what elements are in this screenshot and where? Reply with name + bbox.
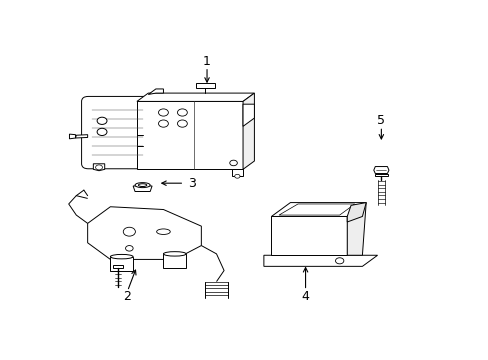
Polygon shape: [93, 164, 104, 171]
Text: 5: 5: [377, 114, 385, 127]
Text: 1: 1: [203, 55, 210, 68]
Polygon shape: [137, 93, 254, 102]
Circle shape: [123, 227, 135, 236]
Text: 3: 3: [187, 177, 195, 190]
Circle shape: [125, 246, 133, 251]
Text: 2: 2: [123, 290, 131, 303]
Polygon shape: [87, 207, 201, 260]
Circle shape: [234, 174, 240, 178]
FancyBboxPatch shape: [81, 96, 154, 169]
Text: 4: 4: [301, 289, 309, 302]
Polygon shape: [110, 257, 133, 270]
Polygon shape: [75, 135, 87, 138]
Polygon shape: [373, 167, 388, 174]
Circle shape: [158, 120, 168, 127]
Polygon shape: [195, 84, 214, 87]
Polygon shape: [69, 134, 75, 139]
Polygon shape: [279, 204, 354, 215]
Polygon shape: [243, 104, 254, 126]
Polygon shape: [271, 216, 346, 255]
Polygon shape: [148, 89, 163, 94]
Polygon shape: [264, 255, 377, 266]
Circle shape: [96, 165, 102, 170]
Circle shape: [335, 258, 343, 264]
Polygon shape: [374, 174, 387, 176]
Polygon shape: [113, 265, 122, 268]
Ellipse shape: [163, 252, 186, 256]
Polygon shape: [133, 186, 152, 192]
Ellipse shape: [135, 183, 150, 188]
Ellipse shape: [138, 184, 146, 186]
Polygon shape: [346, 203, 366, 222]
Polygon shape: [243, 93, 254, 169]
Polygon shape: [137, 102, 243, 169]
Polygon shape: [346, 203, 366, 255]
Ellipse shape: [110, 255, 133, 259]
Circle shape: [177, 120, 187, 127]
Circle shape: [97, 117, 107, 125]
Circle shape: [97, 128, 107, 135]
Polygon shape: [231, 169, 243, 176]
Polygon shape: [163, 254, 186, 268]
Circle shape: [229, 160, 237, 166]
Circle shape: [177, 109, 187, 116]
Circle shape: [158, 109, 168, 116]
Polygon shape: [271, 203, 366, 216]
Ellipse shape: [156, 229, 170, 234]
